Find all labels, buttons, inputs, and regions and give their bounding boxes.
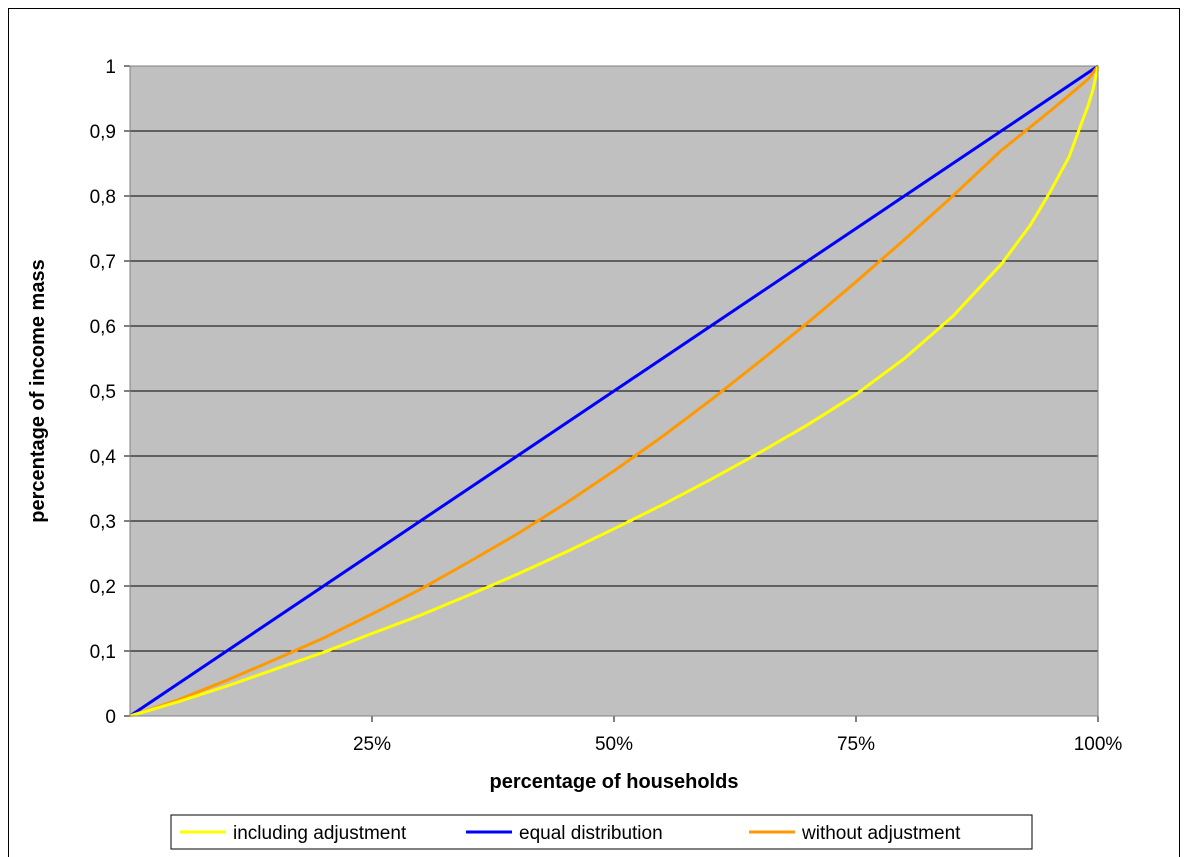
- y-tick-label: 0,6: [90, 317, 116, 338]
- y-tick-label: 0: [105, 707, 116, 728]
- y-tick-label: 0,1: [90, 642, 116, 663]
- x-tick-label: 25%: [353, 734, 391, 755]
- plot-border: [129, 65, 1099, 717]
- y-tick-label: 0,8: [90, 187, 116, 208]
- legend-box: [170, 814, 1033, 850]
- x-tick-label: 100%: [1074, 734, 1123, 755]
- y-tick-label: 0,4: [90, 447, 117, 468]
- y-tick-label: 1: [105, 57, 116, 78]
- x-axis-title: percentage of households: [490, 771, 739, 793]
- x-tick-label: 75%: [837, 734, 875, 755]
- series-line-including-adjustment: [129, 65, 1100, 718]
- y-tick-label: 0,2: [90, 577, 116, 598]
- series-lines: [129, 64, 1100, 718]
- y-tick-label: 0,5: [90, 382, 116, 403]
- legend-label-without-adjustment: without adjustment: [801, 823, 961, 844]
- y-tick-label: 0,3: [90, 512, 116, 533]
- legend-label-including-adjustment: including adjustment: [233, 823, 407, 844]
- y-axis-ticks: 0 0,1 0,2 0,3 0,4 0,5 0,6 0,7 0,8 0,9 1: [90, 57, 130, 728]
- x-axis-ticks: 25% 50% 75% 100%: [353, 716, 1122, 755]
- legend-label-equal-distribution: equal distribution: [519, 823, 663, 844]
- y-axis-title: percentage of income mass: [27, 259, 49, 522]
- series-line-without-adjustment: [129, 65, 1100, 718]
- legend: including adjustment equal distribution wi…: [170, 814, 1033, 850]
- y-tick-label: 0,9: [90, 122, 116, 143]
- x-tick-label: 50%: [595, 734, 633, 755]
- series-line-equal-distribution: [129, 64, 1099, 718]
- y-tick-label: 0,7: [90, 252, 116, 273]
